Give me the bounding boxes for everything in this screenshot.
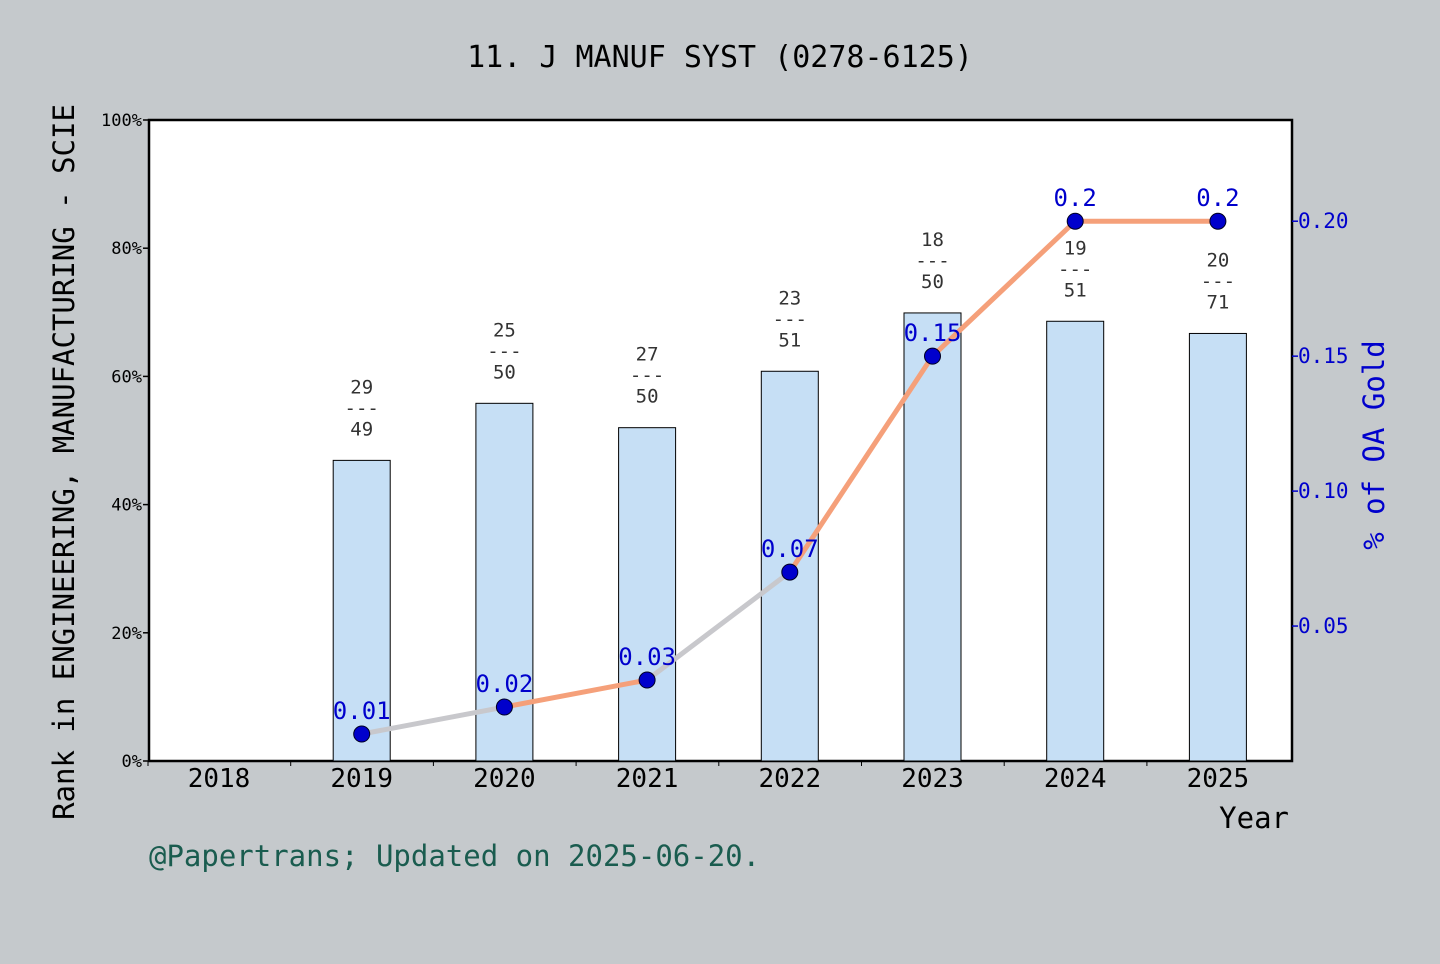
x-tick-label: 2021 bbox=[616, 764, 679, 794]
x-axis-label: Year bbox=[1219, 801, 1289, 835]
oa-point-2021 bbox=[638, 671, 656, 689]
oa-point-label: 0.01 bbox=[333, 697, 391, 725]
footer-note: @Papertrans; Updated on 2025-06-20. bbox=[149, 839, 760, 873]
y-tick-label: 100% bbox=[101, 111, 142, 131]
line-layer: 0.01 0.02 0.03 0.07 0.15 0.2 0.2 bbox=[333, 184, 1240, 743]
y-tick-label: 60% bbox=[111, 367, 142, 387]
bar-label-bottom: 71 bbox=[1206, 291, 1229, 313]
oa-point-2025 bbox=[1209, 212, 1227, 230]
bar-label-divider: --- bbox=[915, 250, 949, 272]
x-tick-label: 2020 bbox=[473, 764, 536, 794]
x-tick-label: 2025 bbox=[1187, 764, 1250, 794]
bar-label-top: 27 bbox=[636, 344, 659, 366]
bar-label-divider: --- bbox=[630, 365, 664, 387]
y2-axis-label: % of OA Gold bbox=[1357, 340, 1391, 550]
oa-point-2019 bbox=[353, 725, 371, 743]
oa-line-segment bbox=[359, 704, 507, 737]
bar-2024 bbox=[1046, 320, 1105, 762]
bar-label-divider: --- bbox=[773, 308, 807, 330]
oa-point-2020 bbox=[495, 698, 513, 716]
bar-label-top: 19 bbox=[1064, 237, 1087, 259]
bar-2019 bbox=[332, 459, 391, 762]
y-tick-label: 0% bbox=[122, 752, 142, 772]
oa-point-label: 0.2 bbox=[1196, 184, 1239, 212]
chart-title: 11. J MANUF SYST (0278-6125) bbox=[467, 40, 973, 75]
bar-label-top: 18 bbox=[921, 229, 944, 251]
y2-tick-label: 0.15 bbox=[1298, 344, 1349, 368]
y2-tick-label: 0.20 bbox=[1298, 209, 1349, 233]
bar-label-bottom: 50 bbox=[493, 361, 516, 383]
bar-2023 bbox=[903, 312, 962, 762]
oa-point-2022 bbox=[781, 563, 799, 581]
y-tick-label: 20% bbox=[111, 624, 142, 644]
bar-label-divider: --- bbox=[1201, 270, 1235, 292]
bar-label-bottom: 49 bbox=[350, 418, 373, 440]
x-tick-label: 2019 bbox=[330, 764, 393, 794]
y2-tick-label: 0.05 bbox=[1298, 614, 1349, 638]
bar-label-top: 23 bbox=[778, 287, 801, 309]
bar-label-bottom: 51 bbox=[1064, 279, 1087, 301]
oa-line-segment bbox=[930, 218, 1078, 359]
bar-label-bottom: 51 bbox=[778, 329, 801, 351]
oa-point-label: 0.03 bbox=[618, 643, 676, 671]
y-axis-label: Rank in ENGINEERING, MANUFACTURING - SCI… bbox=[47, 104, 81, 820]
oa-point-label: 0.02 bbox=[476, 670, 534, 698]
oa-point-2024 bbox=[1066, 212, 1084, 230]
oa-line-segment bbox=[644, 569, 793, 683]
bar-label-top: 25 bbox=[493, 319, 516, 341]
bar-label-bottom: 50 bbox=[921, 271, 944, 293]
y2-tick-label: 0.10 bbox=[1298, 479, 1349, 503]
x-tick-label: 2024 bbox=[1044, 764, 1107, 794]
bar-2021 bbox=[618, 427, 677, 762]
x-tick-label: 2023 bbox=[901, 764, 964, 794]
bar-label-bottom: 50 bbox=[636, 386, 659, 408]
x-tick-label: 2022 bbox=[758, 764, 821, 794]
oa-line-segment bbox=[501, 677, 650, 710]
oa-point-label: 0.07 bbox=[761, 535, 819, 563]
plot-area bbox=[147, 118, 1294, 763]
bar-label-divider: --- bbox=[487, 340, 521, 362]
bar-label-top: 20 bbox=[1206, 249, 1229, 271]
bar-label-divider: --- bbox=[1058, 258, 1092, 280]
oa-point-label: 0.15 bbox=[904, 319, 962, 347]
bar-label-divider: --- bbox=[345, 397, 379, 419]
oa-line-segment bbox=[787, 353, 935, 575]
y-tick-label: 80% bbox=[111, 239, 142, 259]
oa-point-2023 bbox=[924, 347, 941, 365]
x-tick-label: 2018 bbox=[188, 764, 251, 794]
bar-2025 bbox=[1188, 332, 1247, 762]
bar-label-top: 29 bbox=[350, 376, 373, 398]
oa-point-label: 0.2 bbox=[1054, 184, 1097, 212]
y-tick-label: 40% bbox=[111, 496, 142, 516]
